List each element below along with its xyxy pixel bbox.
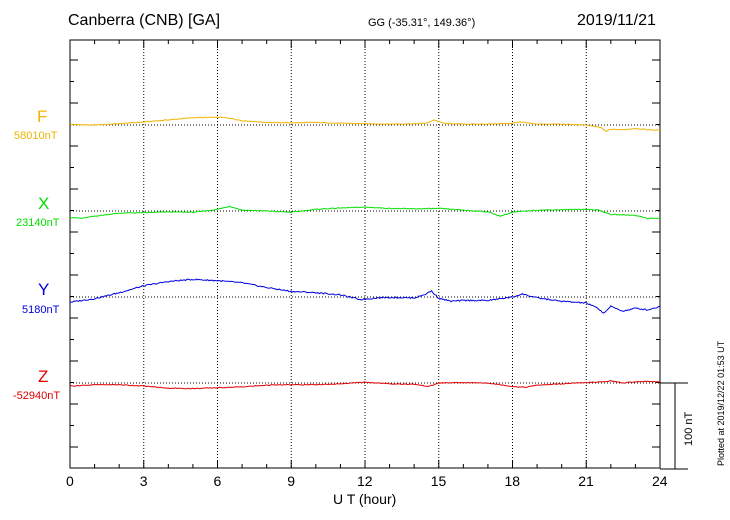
x-axis-label: U T (hour): [333, 491, 397, 507]
x-tick-label: 6: [213, 473, 222, 489]
station-title: Canberra (CNB) [GA]: [68, 12, 221, 29]
series-line-f: [69, 116, 661, 132]
x-tick-label: 21: [578, 473, 594, 489]
series-line-z: [69, 380, 661, 390]
plotted-timestamp: Plotted at 2019/12/22 01:53 UT: [716, 340, 726, 466]
coordinates-label: GG (-35.31°, 149.36°): [368, 17, 476, 29]
x-tick-label: 15: [430, 473, 447, 489]
series-baseline-f: 58010nT: [14, 130, 58, 142]
date-label: 2019/11/21: [577, 12, 656, 29]
series-name-x: X: [38, 194, 50, 213]
series-name-f: F: [37, 107, 48, 126]
series-baseline-x: 23140nT: [16, 217, 60, 229]
grid: [70, 40, 660, 468]
x-tick-label: 0: [66, 473, 74, 489]
x-tick-label: 24: [652, 473, 668, 489]
series-lines: [69, 116, 661, 390]
series-line-y: [69, 278, 661, 314]
x-tick-label: 9: [287, 473, 296, 489]
series-line-x: [69, 205, 660, 220]
scale-bar-label: 100 nT: [683, 411, 695, 446]
series-name-z: Z: [38, 367, 49, 386]
x-tick-label: 18: [504, 473, 521, 489]
x-tick-label: 12: [357, 473, 373, 489]
x-tick-label: 3: [139, 473, 148, 489]
series-name-y: Y: [38, 280, 50, 299]
series-baseline-y: 5180nT: [22, 304, 60, 316]
series-baseline-z: -52940nT: [13, 390, 61, 402]
scale-bar: [660, 382, 688, 470]
axis-ticks: [69, 40, 661, 468]
